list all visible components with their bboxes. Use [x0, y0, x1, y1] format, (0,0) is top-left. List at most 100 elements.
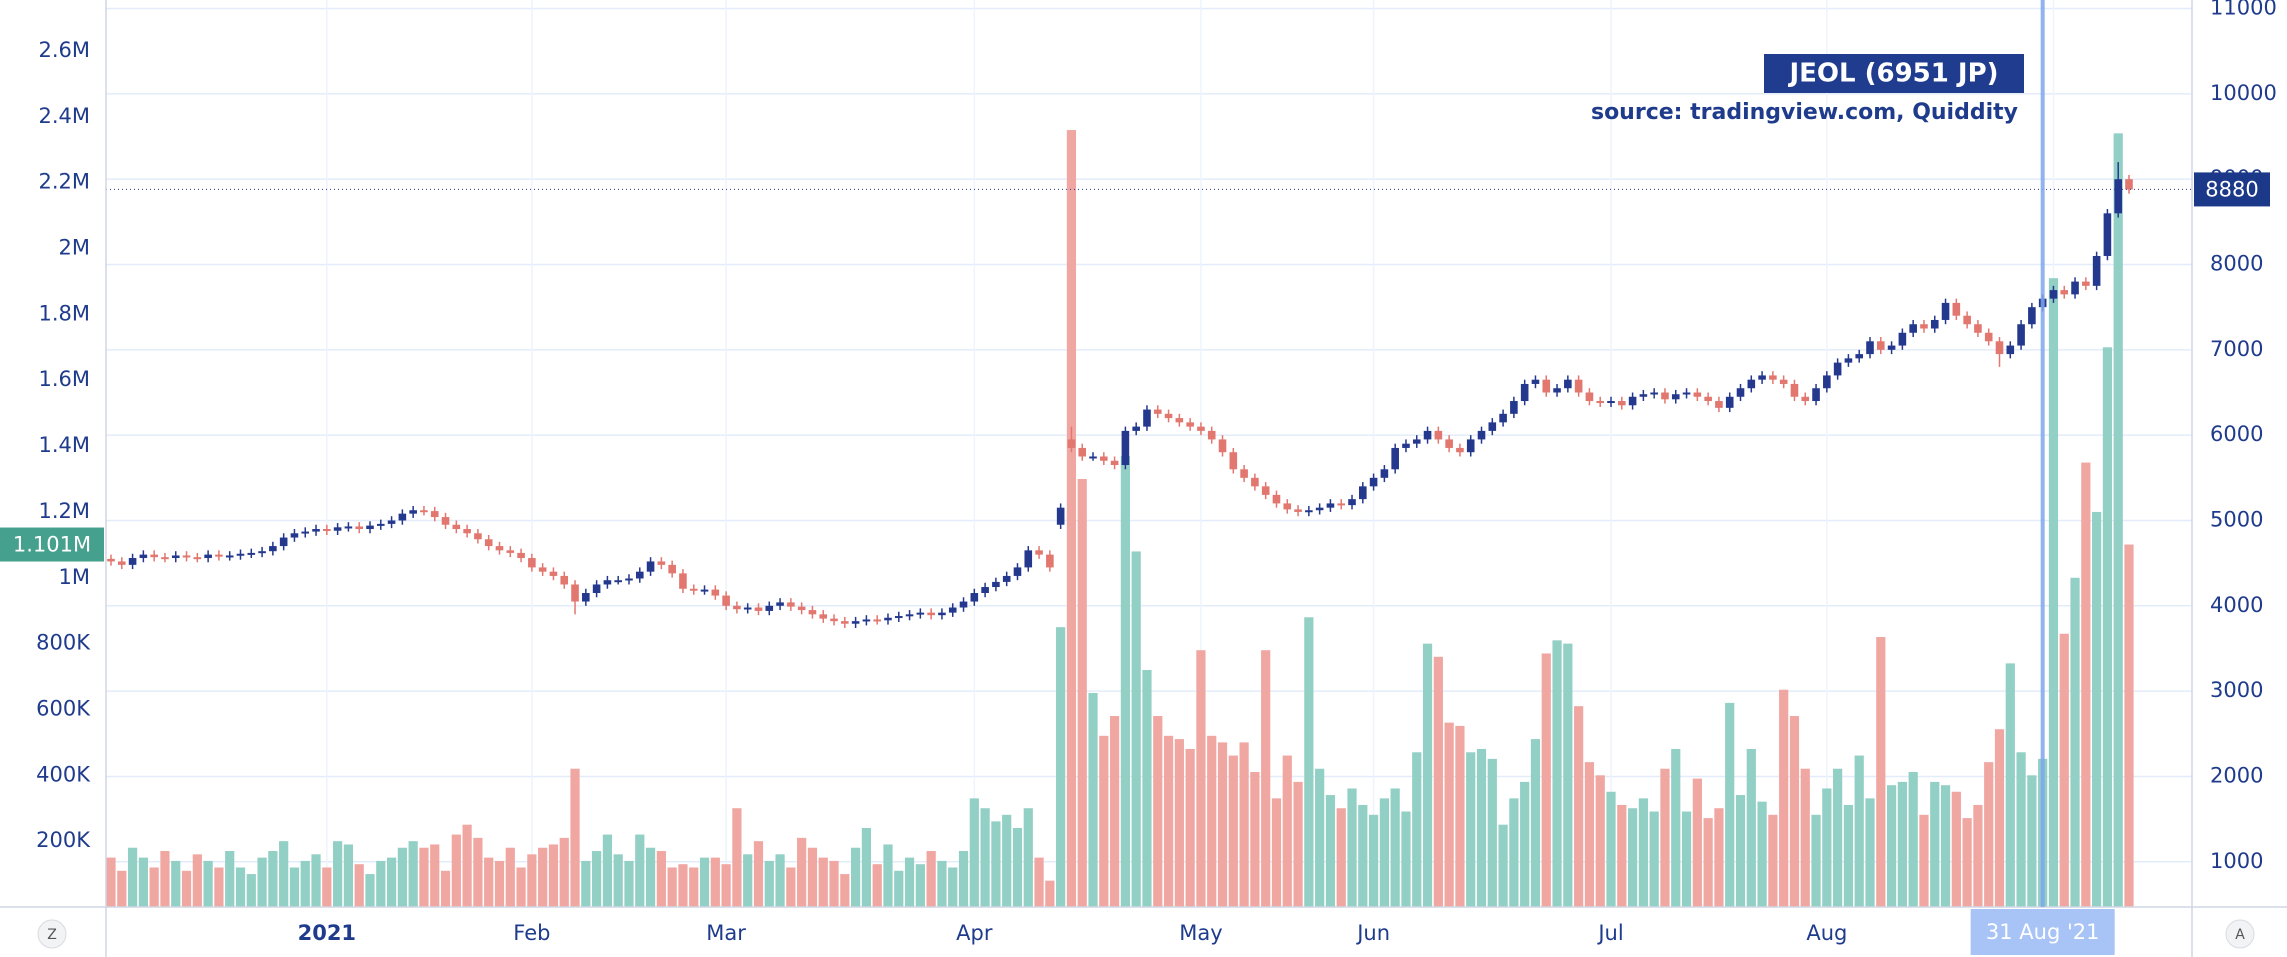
candle-body	[2006, 345, 2015, 355]
volume-bar	[1779, 689, 1789, 907]
candle-body	[2028, 307, 2036, 325]
volume-bar	[1487, 758, 1497, 907]
candle-body	[1466, 439, 1475, 453]
candle-body	[1456, 447, 1464, 453]
candle-body	[1607, 401, 1615, 404]
volume-bar	[1951, 791, 1961, 907]
candle-body	[1758, 375, 1766, 380]
candle-body	[603, 580, 612, 585]
scale-button[interactable]	[37, 919, 67, 949]
volume-bar	[1422, 643, 1433, 907]
candle-body	[1380, 469, 1389, 478]
volume-bar	[117, 870, 127, 907]
candle-body	[1963, 315, 1971, 325]
candle-body	[1564, 379, 1572, 389]
volume-bar	[322, 867, 332, 907]
candle-body	[269, 546, 277, 552]
auto-button-label[interactable]: A	[2235, 927, 2245, 943]
volume-bar	[1444, 722, 1454, 907]
candle-body	[538, 567, 547, 572]
candle-body	[1445, 439, 1453, 448]
time-axis-panel	[0, 907, 2287, 957]
candle-body	[171, 555, 180, 559]
volume-bar	[710, 857, 720, 907]
volume-bar	[1390, 788, 1400, 907]
volume-bar	[1897, 781, 1907, 907]
auto-button[interactable]	[2225, 919, 2255, 949]
candle-body	[905, 614, 914, 617]
candle-body	[2049, 290, 2058, 299]
volume-bar	[1217, 742, 1228, 907]
candle-body	[1671, 394, 1680, 400]
volume-bar	[1023, 808, 1033, 907]
volume-bar	[1120, 455, 1130, 907]
y2-tick-label: 1.2M	[38, 499, 90, 523]
volume-bar	[743, 854, 753, 907]
candle-body	[441, 517, 450, 525]
candle-body	[1833, 362, 1842, 376]
volume-bar	[462, 824, 472, 907]
volume-bar	[635, 834, 645, 907]
scale-button-label[interactable]: Z	[47, 927, 57, 943]
candle-body	[117, 561, 126, 565]
volume-bar	[419, 847, 429, 907]
volume-bar	[1466, 752, 1476, 907]
volume-bar	[311, 854, 321, 907]
volume-bar	[775, 854, 785, 907]
candle-body	[1305, 510, 1313, 513]
candle-body	[1294, 509, 1302, 512]
y2-tick-label: 1M	[59, 565, 90, 589]
volume-bar	[678, 864, 688, 907]
volume-bar	[538, 847, 548, 907]
volume-bar	[192, 854, 202, 907]
candle-body	[808, 610, 817, 615]
candle-body	[938, 612, 946, 616]
candle-body	[560, 575, 569, 585]
candle-body	[236, 553, 245, 556]
candle-body	[1024, 550, 1033, 568]
volume-bar	[1476, 748, 1487, 907]
volume-bar	[1077, 479, 1087, 907]
candle-body	[646, 561, 655, 572]
volume-bar	[160, 851, 170, 907]
last-volume-box	[0, 527, 104, 562]
y2-tick-label: 800K	[36, 631, 91, 655]
candle-body	[1628, 396, 1637, 406]
candle-body	[161, 557, 169, 560]
candle-body	[1197, 426, 1205, 431]
volume-bar	[1595, 775, 1605, 907]
chart-subtitle: source: tradingview.com, Quiddity	[1591, 100, 2018, 125]
volume-bar	[203, 860, 213, 907]
candle-body	[2060, 290, 2069, 295]
volume-bar	[289, 867, 300, 907]
candle-body	[506, 550, 515, 553]
candle-body	[733, 605, 741, 610]
volume-bar	[1336, 808, 1346, 907]
volume-bar	[613, 854, 623, 907]
candle-body	[1089, 456, 1097, 459]
volume-bar	[1185, 748, 1195, 907]
candle-body	[1477, 430, 1486, 440]
candle-body	[215, 554, 223, 557]
volume-bar	[1530, 739, 1541, 907]
candle-body	[1920, 324, 1928, 329]
volume-bar	[1541, 653, 1551, 907]
volume-bar	[376, 860, 386, 907]
volume-bar	[570, 768, 580, 907]
volume-bar	[1174, 739, 1184, 907]
candle-body	[1941, 302, 1950, 320]
volume-bar	[1110, 716, 1120, 907]
volume-bar	[1131, 551, 1141, 907]
volume-bar	[279, 841, 289, 907]
candle-body	[1909, 324, 1917, 333]
y-tick-label: 3000	[2210, 678, 2263, 702]
candle-body	[1769, 375, 1777, 380]
x-tick-label: Apr	[956, 921, 993, 945]
volume-bar	[1066, 130, 1077, 907]
volume-bar	[624, 860, 634, 907]
volume-bar	[2016, 752, 2026, 907]
volume-bar	[1325, 795, 1336, 907]
candle-body	[344, 526, 353, 529]
candle-body	[679, 573, 687, 589]
